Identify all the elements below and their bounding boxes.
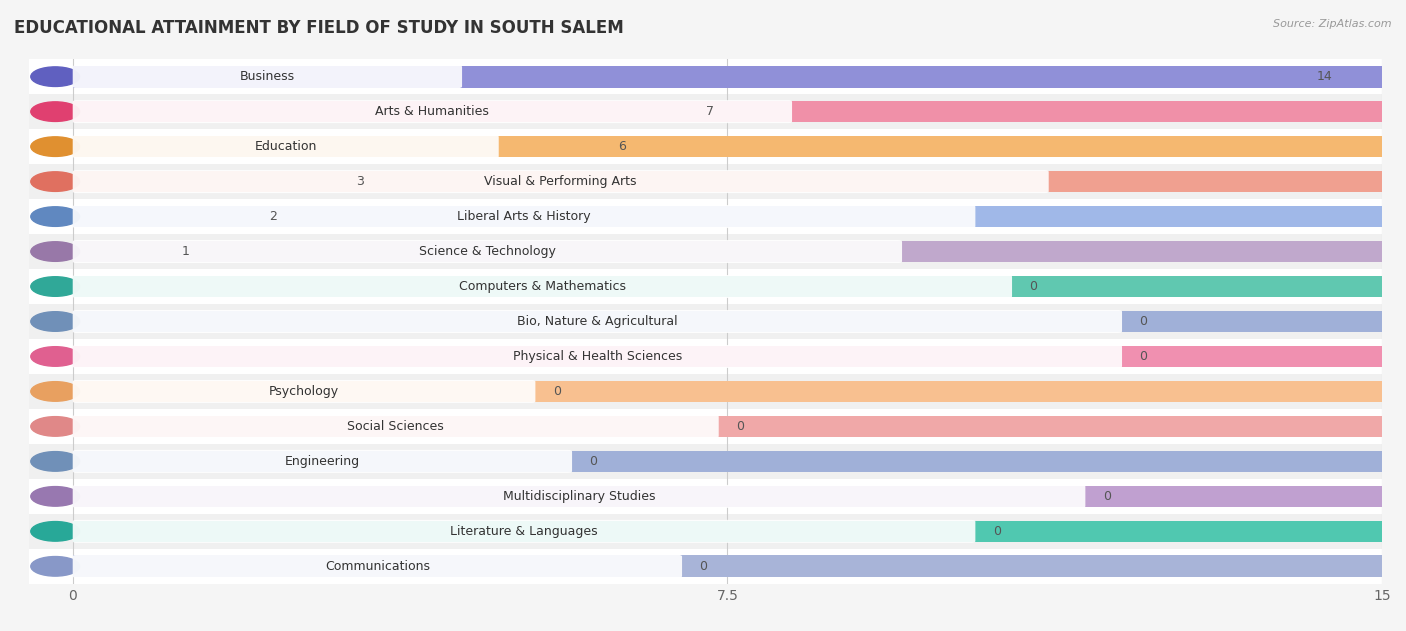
Bar	[30, 199, 1382, 234]
Text: 0: 0	[1029, 280, 1038, 293]
FancyBboxPatch shape	[73, 450, 572, 473]
Circle shape	[31, 382, 80, 401]
Text: Visual & Performing Arts: Visual & Performing Arts	[485, 175, 637, 188]
FancyBboxPatch shape	[73, 170, 1049, 193]
Bar	[73, 310, 1382, 333]
Bar	[30, 514, 1382, 549]
FancyBboxPatch shape	[73, 310, 1122, 333]
Text: 0: 0	[737, 420, 744, 433]
FancyBboxPatch shape	[73, 100, 792, 123]
Bar	[30, 409, 1382, 444]
Text: Computers & Mathematics: Computers & Mathematics	[458, 280, 626, 293]
Text: Arts & Humanities: Arts & Humanities	[375, 105, 489, 118]
Text: 2: 2	[269, 210, 277, 223]
Text: 7: 7	[706, 105, 714, 118]
Text: Physical & Health Sciences: Physical & Health Sciences	[513, 350, 682, 363]
Text: 1: 1	[181, 245, 190, 258]
Circle shape	[31, 102, 80, 121]
Bar	[30, 444, 1382, 479]
Text: 0: 0	[1139, 350, 1147, 363]
Text: Communications: Communications	[325, 560, 430, 573]
Text: 6: 6	[619, 140, 626, 153]
FancyBboxPatch shape	[73, 555, 682, 578]
Bar	[30, 164, 1382, 199]
Circle shape	[31, 346, 80, 366]
Text: Social Sciences: Social Sciences	[347, 420, 444, 433]
Bar	[73, 485, 1382, 507]
FancyBboxPatch shape	[73, 345, 1122, 368]
Circle shape	[31, 557, 80, 576]
Bar	[73, 555, 1382, 577]
Circle shape	[31, 172, 80, 191]
Circle shape	[31, 207, 80, 227]
Bar	[73, 206, 1382, 227]
FancyBboxPatch shape	[73, 135, 499, 158]
Bar	[30, 549, 1382, 584]
Bar	[30, 234, 1382, 269]
FancyBboxPatch shape	[73, 240, 903, 263]
Bar	[30, 129, 1382, 164]
Text: Engineering: Engineering	[285, 455, 360, 468]
Bar	[73, 240, 1382, 262]
Bar	[30, 269, 1382, 304]
Text: Source: ZipAtlas.com: Source: ZipAtlas.com	[1274, 19, 1392, 29]
Bar	[73, 136, 1382, 158]
Text: 0: 0	[993, 525, 1001, 538]
Circle shape	[31, 242, 80, 261]
Text: Science & Technology: Science & Technology	[419, 245, 555, 258]
Circle shape	[31, 312, 80, 331]
FancyBboxPatch shape	[73, 275, 1012, 298]
Bar	[73, 521, 1382, 542]
Text: EDUCATIONAL ATTAINMENT BY FIELD OF STUDY IN SOUTH SALEM: EDUCATIONAL ATTAINMENT BY FIELD OF STUDY…	[14, 19, 624, 37]
Bar	[73, 101, 1382, 122]
Bar	[30, 94, 1382, 129]
FancyBboxPatch shape	[73, 520, 976, 543]
Text: 3: 3	[357, 175, 364, 188]
Bar	[30, 59, 1382, 94]
Circle shape	[31, 67, 80, 86]
Text: Bio, Nature & Agricultural: Bio, Nature & Agricultural	[517, 315, 678, 328]
Bar	[73, 451, 1382, 472]
Circle shape	[31, 452, 80, 471]
Text: 14: 14	[1316, 70, 1333, 83]
FancyBboxPatch shape	[73, 205, 976, 228]
Circle shape	[31, 487, 80, 506]
Text: 0: 0	[700, 560, 707, 573]
Bar	[73, 66, 1382, 88]
Circle shape	[31, 416, 80, 436]
FancyBboxPatch shape	[73, 485, 1085, 508]
Bar	[30, 374, 1382, 409]
FancyBboxPatch shape	[73, 380, 536, 403]
Circle shape	[31, 277, 80, 297]
Text: Business: Business	[240, 70, 295, 83]
Bar	[30, 339, 1382, 374]
Bar	[73, 171, 1382, 192]
Bar	[30, 304, 1382, 339]
Circle shape	[31, 522, 80, 541]
Text: Liberal Arts & History: Liberal Arts & History	[457, 210, 591, 223]
Text: 0: 0	[1139, 315, 1147, 328]
Text: 0: 0	[589, 455, 598, 468]
Circle shape	[31, 137, 80, 156]
FancyBboxPatch shape	[73, 65, 463, 88]
Text: Education: Education	[254, 140, 316, 153]
Text: Multidisciplinary Studies: Multidisciplinary Studies	[503, 490, 655, 503]
Bar	[73, 416, 1382, 437]
Text: Psychology: Psychology	[269, 385, 339, 398]
Text: 0: 0	[553, 385, 561, 398]
Bar	[73, 346, 1382, 367]
Text: Literature & Languages: Literature & Languages	[450, 525, 598, 538]
Text: 0: 0	[1102, 490, 1111, 503]
Bar	[30, 479, 1382, 514]
Bar	[73, 276, 1382, 297]
FancyBboxPatch shape	[73, 415, 718, 438]
Bar	[73, 380, 1382, 403]
